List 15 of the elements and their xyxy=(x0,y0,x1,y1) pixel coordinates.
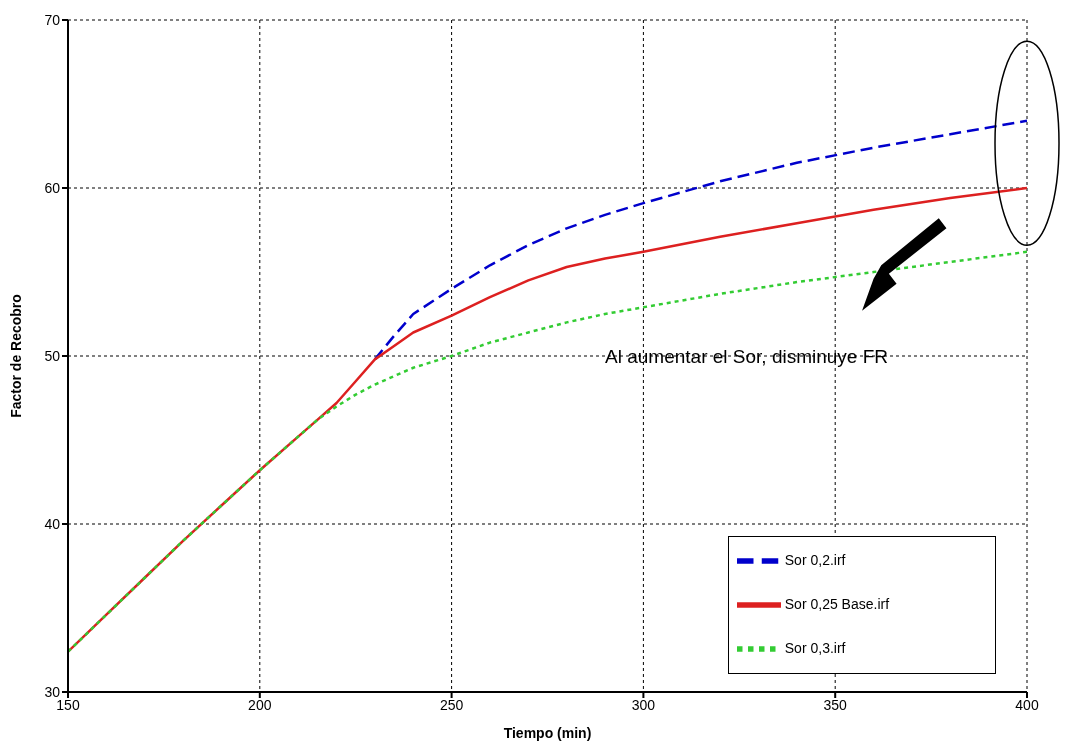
y-tick-label: 40 xyxy=(44,515,61,532)
y-tick-label: 60 xyxy=(44,179,61,196)
y-axis-title: Factor de Recobro xyxy=(7,294,24,418)
y-tick-label: 50 xyxy=(44,347,61,364)
x-tick-label: 300 xyxy=(631,696,656,713)
x-tick-label: 250 xyxy=(439,696,464,713)
annotation: Al aumentar el Sor, disminuye FR xyxy=(605,345,889,367)
x-tick-label: 400 xyxy=(1015,696,1039,713)
legend-label: Sor 0,3.irf xyxy=(784,639,846,656)
x-tick-label: 350 xyxy=(823,696,848,713)
y-tick-label: 70 xyxy=(44,11,61,28)
legend-label: Sor 0,25 Base.irf xyxy=(784,595,890,612)
x-tick-label: 200 xyxy=(248,696,272,713)
legend-label: Sor 0,2.irf xyxy=(784,551,846,568)
x-axis-title: Tiempo (min) xyxy=(503,725,592,741)
